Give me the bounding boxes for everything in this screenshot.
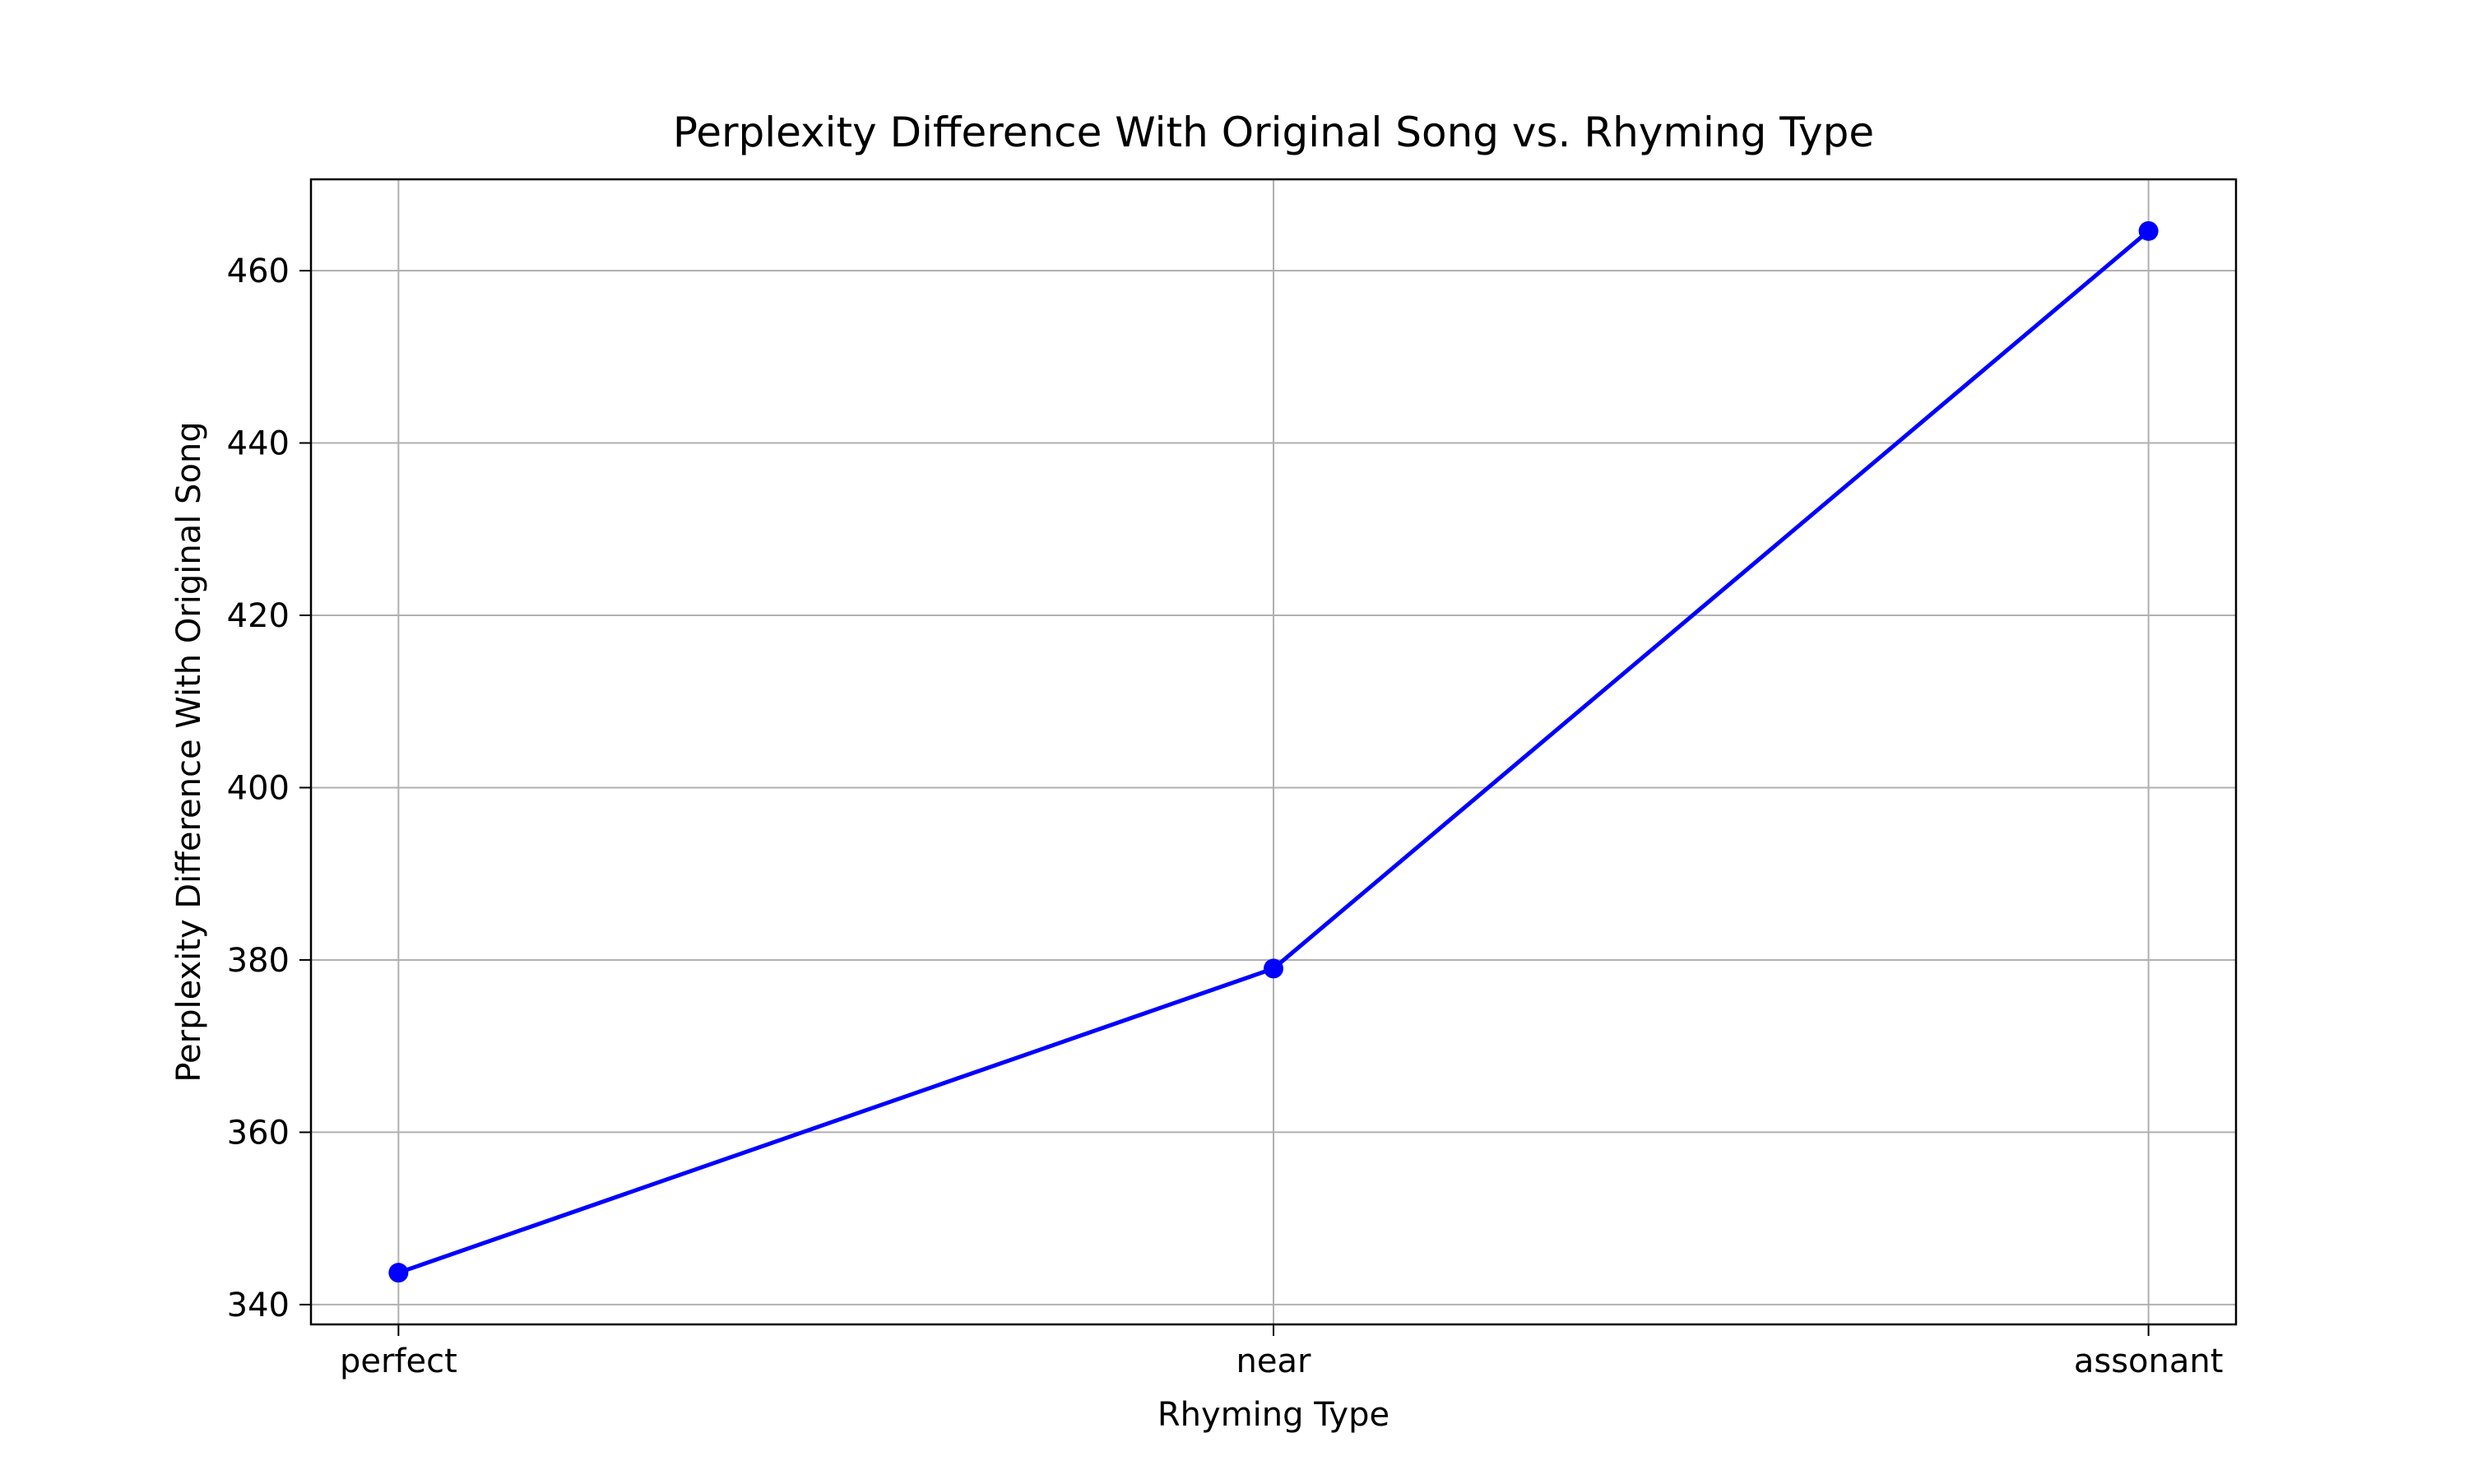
y-tick-label: 400 [227, 769, 290, 807]
data-point [1264, 958, 1283, 979]
series-layer [388, 220, 2159, 1283]
data-point [388, 1263, 409, 1283]
y-tick-label: 360 [227, 1114, 290, 1152]
x-tick-label: near [1236, 1343, 1311, 1380]
plot-area: perfect near assonant 340 360 380 400 420 440 46… [227, 178, 2238, 1380]
y-axis-label: Perplexity Difference With Original Song [170, 421, 208, 1082]
y-tick-label: 380 [227, 942, 290, 980]
x-axis-ticks: perfect near assonant [340, 1324, 2223, 1380]
y-tick-label: 420 [227, 597, 290, 635]
x-tick-label: assonant [2074, 1343, 2224, 1380]
y-tick-label: 340 [227, 1287, 290, 1324]
data-point [2138, 220, 2159, 241]
y-axis-ticks: 340 360 380 400 420 440 460 [227, 253, 311, 1324]
x-axis-label: Rhyming Type [1157, 1396, 1389, 1434]
chart-title: Perplexity Difference With Original Song… [673, 109, 1874, 156]
x-tick-label: perfect [340, 1343, 457, 1380]
y-tick-label: 460 [227, 253, 290, 290]
y-tick-label: 440 [227, 425, 290, 463]
